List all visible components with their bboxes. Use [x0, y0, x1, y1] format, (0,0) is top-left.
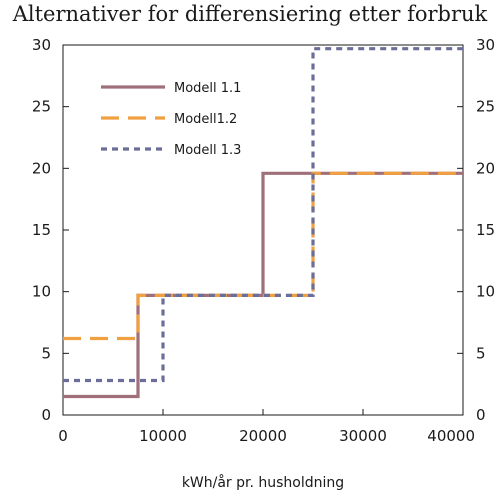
series-line-1 — [63, 171, 463, 399]
series-layer — [63, 47, 463, 399]
x-tick-label: 0 — [58, 427, 68, 445]
y-tick-label-right: 20 — [476, 159, 495, 177]
y-tick-label-right: 10 — [476, 283, 495, 301]
legend-label-3: Modell 1.3 — [174, 143, 241, 158]
series-line-3 — [63, 47, 463, 383]
x-tick-label: 30000 — [339, 427, 387, 445]
legend-label-2: Modell1.2 — [174, 112, 237, 127]
legend-label-1: Modell 1.1 — [174, 81, 241, 96]
x-tick-label: 40000 — [427, 427, 475, 445]
y-tick-label-right: 25 — [476, 98, 495, 116]
y-tick-label-left: 25 — [32, 98, 51, 116]
y-tick-label-right: 15 — [476, 221, 495, 239]
x-axis-label: kWh/år pr. husholdning — [182, 474, 344, 491]
y-tick-label-left: 15 — [32, 221, 51, 239]
x-tick-label: 10000 — [139, 427, 187, 445]
y-tick-label-left: 30 — [32, 36, 51, 54]
chart-title: Alternativer for differensiering etter f… — [12, 2, 488, 26]
legend: Modell 1.1 Modell1.2 Modell 1.3 — [101, 81, 241, 158]
y-tick-label-left: 10 — [32, 283, 51, 301]
x-tick-label: 20000 — [239, 427, 287, 445]
y-tick-label-right: 30 — [476, 36, 495, 54]
y-tick-label-left: 5 — [41, 344, 51, 362]
axes: 0 5 10 15 20 25 30 0 5 10 15 20 25 30 0 10000 20000 30000… — [32, 36, 495, 445]
y-tick-label-left: 0 — [41, 406, 51, 424]
y-tick-label-right: 5 — [476, 344, 486, 362]
y-tick-label-right: 0 — [476, 406, 486, 424]
y-tick-label-left: 20 — [32, 159, 51, 177]
